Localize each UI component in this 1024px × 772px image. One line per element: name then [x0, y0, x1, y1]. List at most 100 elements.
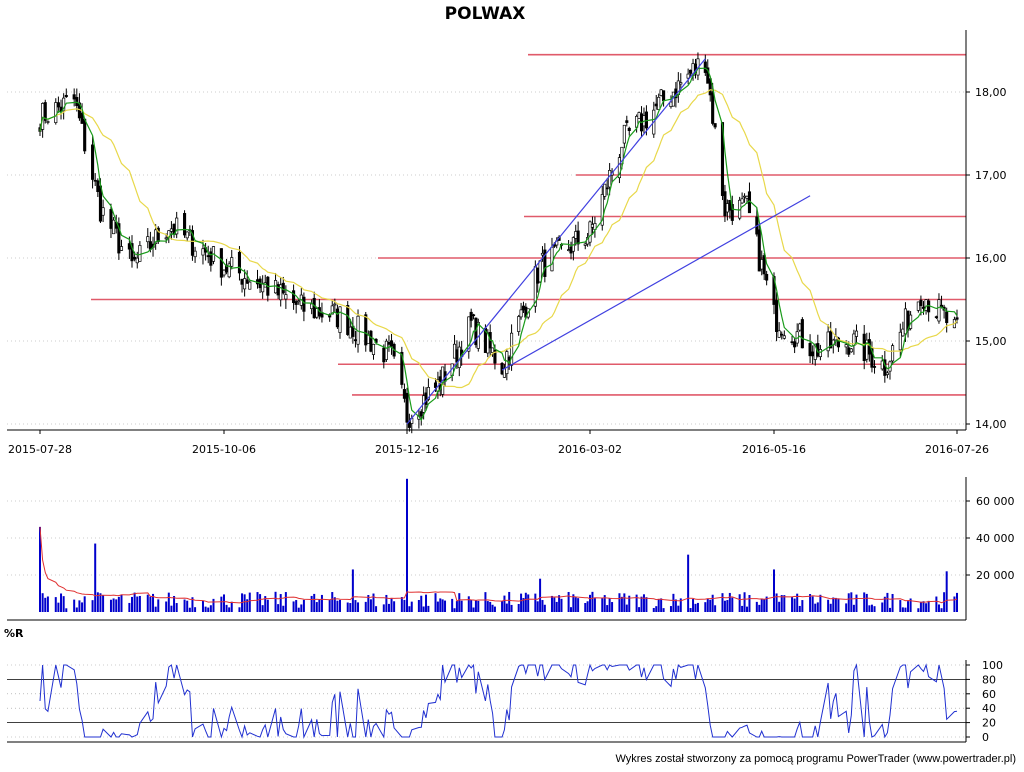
- candle-body: [98, 185, 103, 222]
- candle-body: [119, 246, 124, 251]
- candle-body: [135, 257, 139, 264]
- candle-body: [243, 278, 247, 290]
- candle-body: [921, 306, 926, 309]
- volume-bar: [873, 606, 876, 612]
- volume-bar: [364, 601, 367, 612]
- volume-bar: [783, 595, 786, 612]
- volume-bar: [387, 603, 390, 612]
- candle-body: [808, 342, 812, 357]
- y-tick-label: 18,00: [975, 86, 1007, 99]
- candle-body: [91, 144, 95, 180]
- candle-body: [335, 308, 339, 328]
- volume-bar: [775, 593, 778, 612]
- candle-body: [588, 221, 592, 243]
- volume-bar: [417, 600, 420, 612]
- candle-body: [706, 67, 710, 84]
- volume-bar: [41, 593, 44, 612]
- candle-body: [901, 328, 905, 337]
- candle-body: [955, 317, 959, 320]
- volume-bar: [131, 596, 133, 612]
- volume-bar: [726, 600, 729, 612]
- volume-bar: [194, 607, 197, 612]
- candle-body: [854, 330, 859, 337]
- candle-body: [169, 228, 173, 232]
- candle-body: [740, 198, 744, 204]
- volume-bar: [652, 607, 655, 612]
- candle-body: [130, 243, 134, 262]
- volume-bar: [295, 600, 298, 612]
- candle-body: [56, 102, 60, 108]
- volume-bar: [945, 571, 948, 612]
- volume-bar: [300, 604, 303, 612]
- volume-bar: [888, 607, 891, 612]
- candle-body: [46, 121, 50, 123]
- volume-bar: [801, 600, 804, 612]
- candle-body: [689, 69, 693, 74]
- candle-body: [583, 243, 587, 246]
- volume-bar: [336, 600, 339, 612]
- volume-bar: [672, 593, 675, 612]
- candle-body: [133, 256, 137, 260]
- volume-bar: [149, 596, 152, 612]
- volume-bar: [728, 592, 731, 612]
- volume-bar: [689, 608, 692, 612]
- volume-bar: [410, 601, 413, 612]
- candle-body: [903, 308, 908, 335]
- candle-body: [654, 103, 658, 107]
- candle-body: [201, 248, 205, 256]
- candle-body: [62, 97, 66, 112]
- candle-body: [297, 300, 301, 303]
- volume-bar: [274, 591, 277, 612]
- volume-bar: [907, 601, 910, 612]
- candle-body: [101, 207, 105, 216]
- candlesticks: [38, 52, 959, 434]
- volume-bar: [541, 600, 544, 612]
- volume-bar: [357, 602, 360, 612]
- candle-body: [777, 330, 781, 338]
- candle-body: [389, 340, 394, 347]
- candle-body: [657, 96, 661, 110]
- volume-bar: [91, 600, 94, 612]
- volume-bar: [711, 594, 714, 612]
- volume-bar: [731, 597, 734, 612]
- candle-body: [164, 237, 168, 240]
- volume-bar: [493, 606, 496, 612]
- candle-body: [679, 82, 683, 85]
- candle-body: [543, 249, 547, 277]
- candle-body: [713, 123, 717, 128]
- trend-line: [501, 195, 811, 371]
- wr-tick-label: 40: [982, 702, 996, 715]
- volume-bar: [120, 594, 123, 612]
- volume-bar: [472, 607, 475, 612]
- volume-bar: [157, 599, 160, 612]
- candle-body: [627, 127, 631, 131]
- volume-bar: [567, 591, 570, 612]
- candle-body: [382, 347, 386, 363]
- volume-bar: [400, 597, 403, 612]
- volume-bar: [146, 594, 149, 612]
- x-tick-label: 2015-12-16: [375, 443, 439, 456]
- candle-body: [281, 282, 285, 294]
- volume-bar: [760, 598, 763, 612]
- volume-bar: [704, 602, 707, 612]
- candle-body: [93, 179, 97, 182]
- volume-bar: [338, 599, 341, 612]
- wr-panel-title: %R: [4, 627, 24, 640]
- volume-bar: [845, 603, 848, 612]
- y-tick-label: 15,00: [975, 335, 1007, 348]
- volume-bar: [439, 598, 442, 612]
- volume-bar: [577, 598, 580, 612]
- moving-averages: [39, 67, 958, 422]
- candle-body: [725, 203, 729, 213]
- volume-bar: [940, 608, 943, 612]
- volume-bar: [645, 597, 648, 612]
- candle-body: [400, 351, 404, 385]
- candle-body: [426, 387, 430, 400]
- volume-bar: [669, 606, 672, 612]
- volume-bar: [956, 592, 958, 612]
- volume-bar: [315, 602, 318, 612]
- volume-bar: [204, 606, 207, 612]
- volume-bar: [850, 592, 853, 612]
- volume-bar: [266, 599, 269, 612]
- candle-body: [183, 213, 187, 236]
